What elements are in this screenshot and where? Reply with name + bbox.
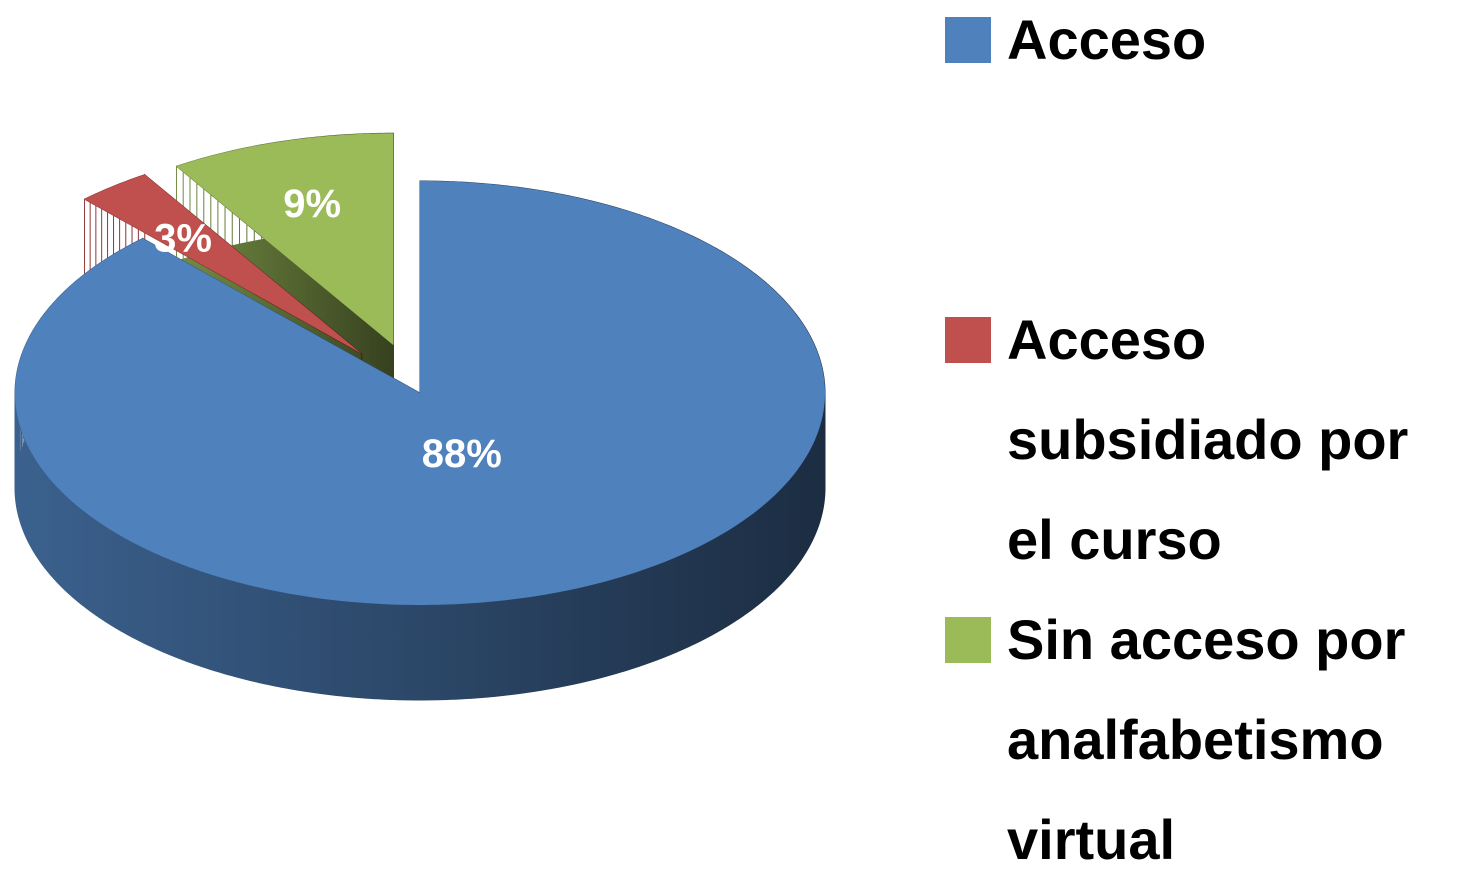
- legend-item: Acceso subsidiado por el curso: [945, 290, 1445, 590]
- legend-label: Sin acceso por analfabetismo virtual: [1007, 608, 1406, 871]
- slice: [176, 133, 394, 346]
- legend-label: Acceso subsidiado por el curso: [1007, 308, 1409, 571]
- legend-swatch: [945, 317, 991, 363]
- legend: Acceso Acceso subsidiado por el curso Sin …: [945, 0, 1445, 890]
- legend-item: Acceso: [945, 0, 1445, 90]
- value-label: 3%: [154, 217, 212, 261]
- page: 88% 3% 9% Acceso Acceso subsidiado por el c…: [14, 8, 1409, 871]
- legend-item: Sin acceso por analfabetismo virtual: [945, 590, 1445, 890]
- value-label: 88%: [422, 432, 502, 476]
- slice: [84, 174, 362, 354]
- slice: [15, 181, 825, 605]
- legend-swatch: [945, 617, 991, 663]
- legend-swatch: [945, 17, 991, 63]
- chart: 88% 3% 9%: [14, 132, 826, 701]
- legend-label: Acceso: [1007, 8, 1207, 71]
- value-label: 9%: [283, 182, 341, 226]
